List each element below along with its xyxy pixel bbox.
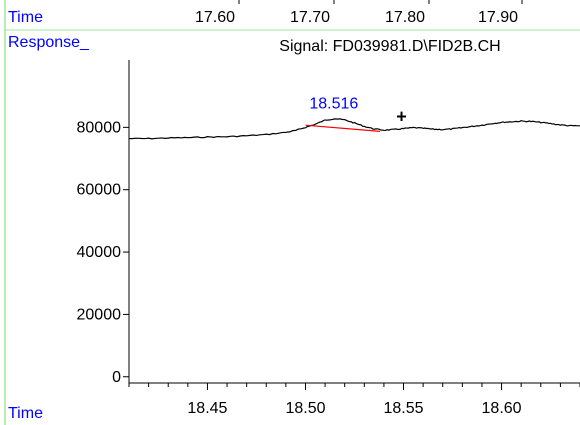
x-ticks: 18.45 18.50 18.55 18.60 — [128, 383, 580, 417]
upper-tick-label: 17.90 — [478, 9, 518, 26]
y-axis-label: Response_ — [8, 34, 90, 51]
chart-title: Signal: FD039981.D\FID2B.CH — [279, 38, 500, 55]
x-axis-label: Time — [8, 405, 43, 422]
annotations: 18.516 + — [309, 96, 406, 127]
y-ticks: 0 20000 40000 60000 80000 — [77, 119, 129, 386]
upper-tick-label: 17.70 — [290, 9, 330, 26]
upper-axis-label: Time — [8, 9, 43, 26]
y-tick-label: 20000 — [77, 306, 122, 323]
peak-label: 18.516 — [309, 96, 358, 113]
peak-marker: + — [396, 106, 407, 126]
signal-trace — [128, 118, 580, 140]
x-tick-label: 18.55 — [383, 400, 423, 417]
x-tick-label: 18.60 — [482, 400, 522, 417]
integration-baseline — [305, 124, 381, 133]
series-layer — [128, 118, 580, 140]
upper-tick-label: 17.80 — [385, 9, 425, 26]
upper-tick-label: 17.60 — [195, 9, 235, 26]
y-tick-label: 0 — [112, 369, 121, 386]
x-tick-label: 18.45 — [187, 400, 227, 417]
x-tick-label: 18.50 — [285, 400, 325, 417]
y-tick-label: 40000 — [77, 244, 122, 261]
y-tick-label: 80000 — [77, 119, 122, 136]
upper-time-axis: Time 17.60 17.70 17.80 17.90 — [4, 0, 580, 31]
y-tick-label: 60000 — [77, 182, 122, 199]
